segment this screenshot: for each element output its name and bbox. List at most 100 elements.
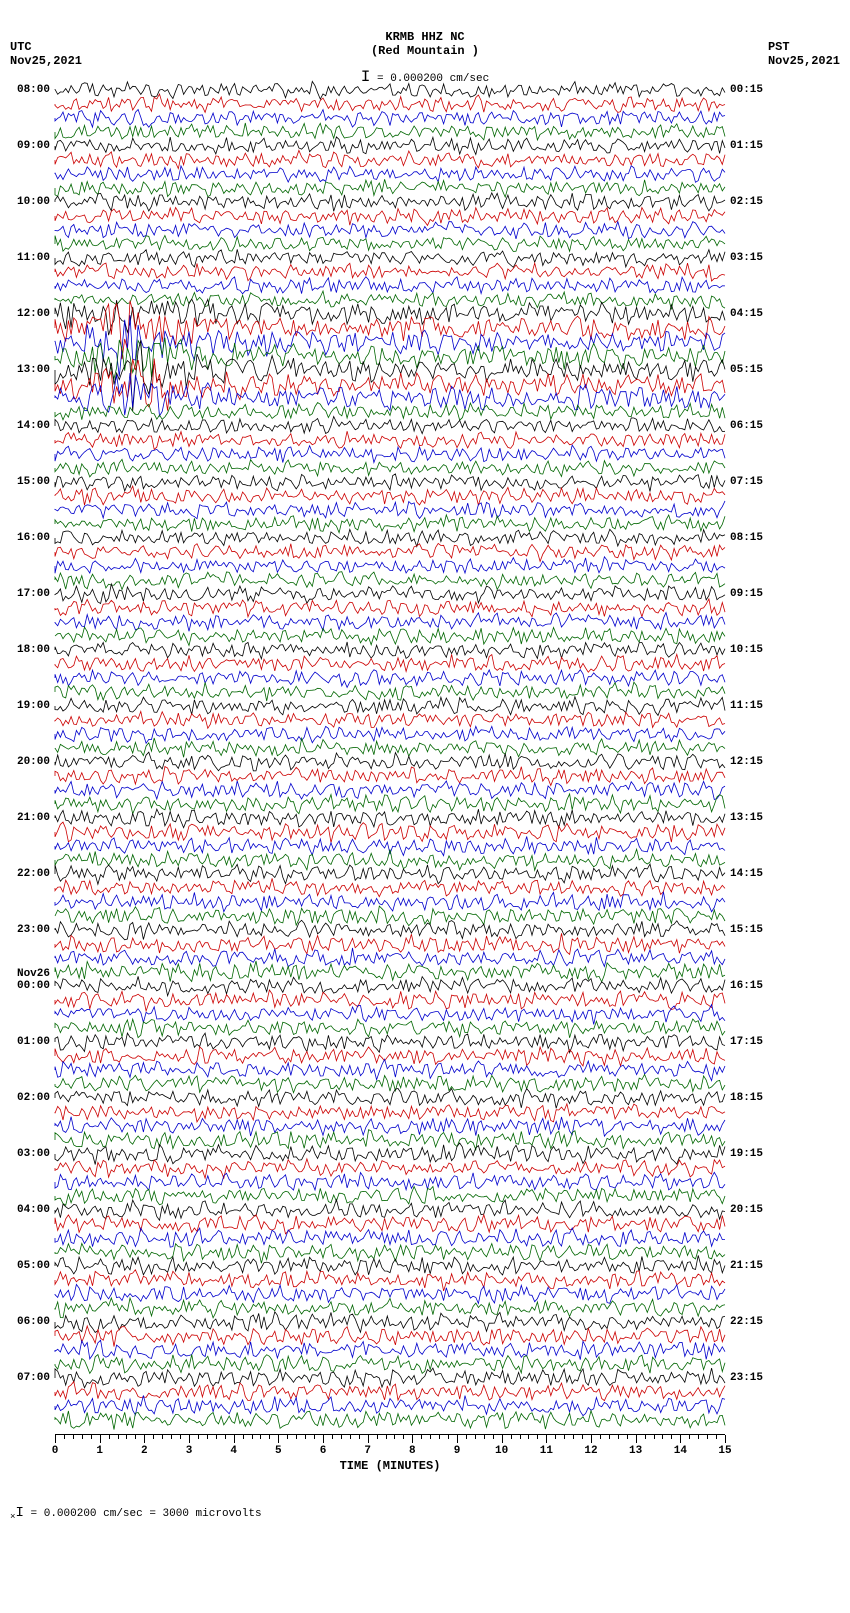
footer-scale: ×I = 0.000200 cm/sec = 3000 microvolts — [10, 1505, 840, 1522]
x-tick-minor — [421, 1435, 422, 1439]
x-tick-minor — [153, 1435, 154, 1439]
header-left: UTC Nov25,2021 — [10, 40, 82, 68]
x-tick — [725, 1435, 726, 1443]
x-tick-label: 2 — [141, 1445, 148, 1457]
utc-time-label: 12:00 — [10, 308, 50, 320]
x-tick-minor — [475, 1435, 476, 1439]
pst-time-label: 03:15 — [730, 252, 770, 264]
x-tick-minor — [332, 1435, 333, 1439]
utc-time-label: 18:00 — [10, 644, 50, 656]
x-tick-minor — [573, 1435, 574, 1439]
x-tick-label: 11 — [540, 1445, 553, 1457]
pst-time-label: 18:15 — [730, 1092, 770, 1104]
x-tick — [189, 1435, 190, 1443]
seismogram-plot: 08:0000:1509:0001:1510:0002:1511:0003:15… — [55, 90, 725, 1434]
x-tick-minor — [171, 1435, 172, 1439]
x-tick-label: 10 — [495, 1445, 508, 1457]
x-tick-minor — [207, 1435, 208, 1439]
x-tick-minor — [314, 1435, 315, 1439]
footer-text: = 0.000200 cm/sec = 3000 microvolts — [31, 1508, 262, 1520]
x-tick-label: 7 — [364, 1445, 371, 1457]
utc-time-label: 23:00 — [10, 924, 50, 936]
utc-time-label: 15:00 — [10, 476, 50, 488]
x-tick-minor — [537, 1435, 538, 1439]
date-right: Nov25,2021 — [768, 54, 840, 68]
station-code: KRMB HHZ NC — [371, 30, 479, 44]
x-tick-minor — [520, 1435, 521, 1439]
utc-time-label: 04:00 — [10, 1204, 50, 1216]
x-tick-minor — [564, 1435, 565, 1439]
x-tick-minor — [466, 1435, 467, 1439]
x-tick-label: 15 — [718, 1445, 731, 1457]
x-tick-minor — [64, 1435, 65, 1439]
station-location: (Red Mountain ) — [371, 44, 479, 58]
x-tick-label: 14 — [674, 1445, 687, 1457]
pst-time-label: 19:15 — [730, 1148, 770, 1160]
utc-time-label: 14:00 — [10, 420, 50, 432]
utc-time-label: 21:00 — [10, 812, 50, 824]
x-tick-minor — [555, 1435, 556, 1439]
x-tick-minor — [73, 1435, 74, 1439]
x-tick-minor — [484, 1435, 485, 1439]
x-tick-minor — [430, 1435, 431, 1439]
x-tick — [636, 1435, 637, 1443]
x-tick-minor — [654, 1435, 655, 1439]
date-left: Nov25,2021 — [10, 54, 82, 68]
x-tick-label: 3 — [186, 1445, 193, 1457]
x-tick — [278, 1435, 279, 1443]
pst-time-label: 09:15 — [730, 588, 770, 600]
pst-time-label: 23:15 — [730, 1372, 770, 1384]
pst-time-label: 14:15 — [730, 868, 770, 880]
x-tick — [234, 1435, 235, 1443]
x-tick-minor — [671, 1435, 672, 1439]
pst-time-label: 16:15 — [730, 980, 770, 992]
utc-time-label: 17:00 — [10, 588, 50, 600]
x-tick — [546, 1435, 547, 1443]
x-tick — [591, 1435, 592, 1443]
x-tick-minor — [386, 1435, 387, 1439]
x-tick-label: 1 — [96, 1445, 103, 1457]
pst-time-label: 00:15 — [730, 84, 770, 96]
pst-time-label: 05:15 — [730, 364, 770, 376]
utc-time-label: 01:00 — [10, 1036, 50, 1048]
x-tick-label: 0 — [52, 1445, 59, 1457]
x-tick-minor — [439, 1435, 440, 1439]
x-tick-label: 12 — [584, 1445, 597, 1457]
x-tick-minor — [359, 1435, 360, 1439]
header: UTC Nov25,2021 KRMB HHZ NC (Red Mountain… — [10, 10, 840, 70]
x-tick-minor — [135, 1435, 136, 1439]
x-tick-minor — [582, 1435, 583, 1439]
utc-time-label: 22:00 — [10, 868, 50, 880]
x-axis: TIME (MINUTES) 0123456789101112131415 — [55, 1434, 725, 1475]
utc-time-label: 19:00 — [10, 700, 50, 712]
date-marker: Nov26 — [10, 968, 50, 980]
x-tick — [412, 1435, 413, 1443]
x-tick-minor — [82, 1435, 83, 1439]
header-center: KRMB HHZ NC (Red Mountain ) — [371, 30, 479, 58]
pst-time-label: 02:15 — [730, 196, 770, 208]
x-tick-label: 5 — [275, 1445, 282, 1457]
x-tick — [55, 1435, 56, 1443]
utc-time-label: 05:00 — [10, 1260, 50, 1272]
x-tick — [457, 1435, 458, 1443]
pst-time-label: 15:15 — [730, 924, 770, 936]
x-tick — [100, 1435, 101, 1443]
x-tick-minor — [662, 1435, 663, 1439]
x-tick-minor — [627, 1435, 628, 1439]
x-tick-minor — [511, 1435, 512, 1439]
utc-time-label: 16:00 — [10, 532, 50, 544]
x-tick — [680, 1435, 681, 1443]
x-tick-minor — [296, 1435, 297, 1439]
x-tick-minor — [269, 1435, 270, 1439]
x-tick-label: 4 — [230, 1445, 237, 1457]
x-tick — [368, 1435, 369, 1443]
utc-time-label: 09:00 — [10, 140, 50, 152]
x-tick-minor — [689, 1435, 690, 1439]
x-tick-label: 13 — [629, 1445, 642, 1457]
utc-time-label: 13:00 — [10, 364, 50, 376]
x-tick-minor — [609, 1435, 610, 1439]
pst-time-label: 06:15 — [730, 420, 770, 432]
utc-time-label: 03:00 — [10, 1148, 50, 1160]
tz-right: PST — [768, 40, 840, 54]
utc-time-label: 10:00 — [10, 196, 50, 208]
